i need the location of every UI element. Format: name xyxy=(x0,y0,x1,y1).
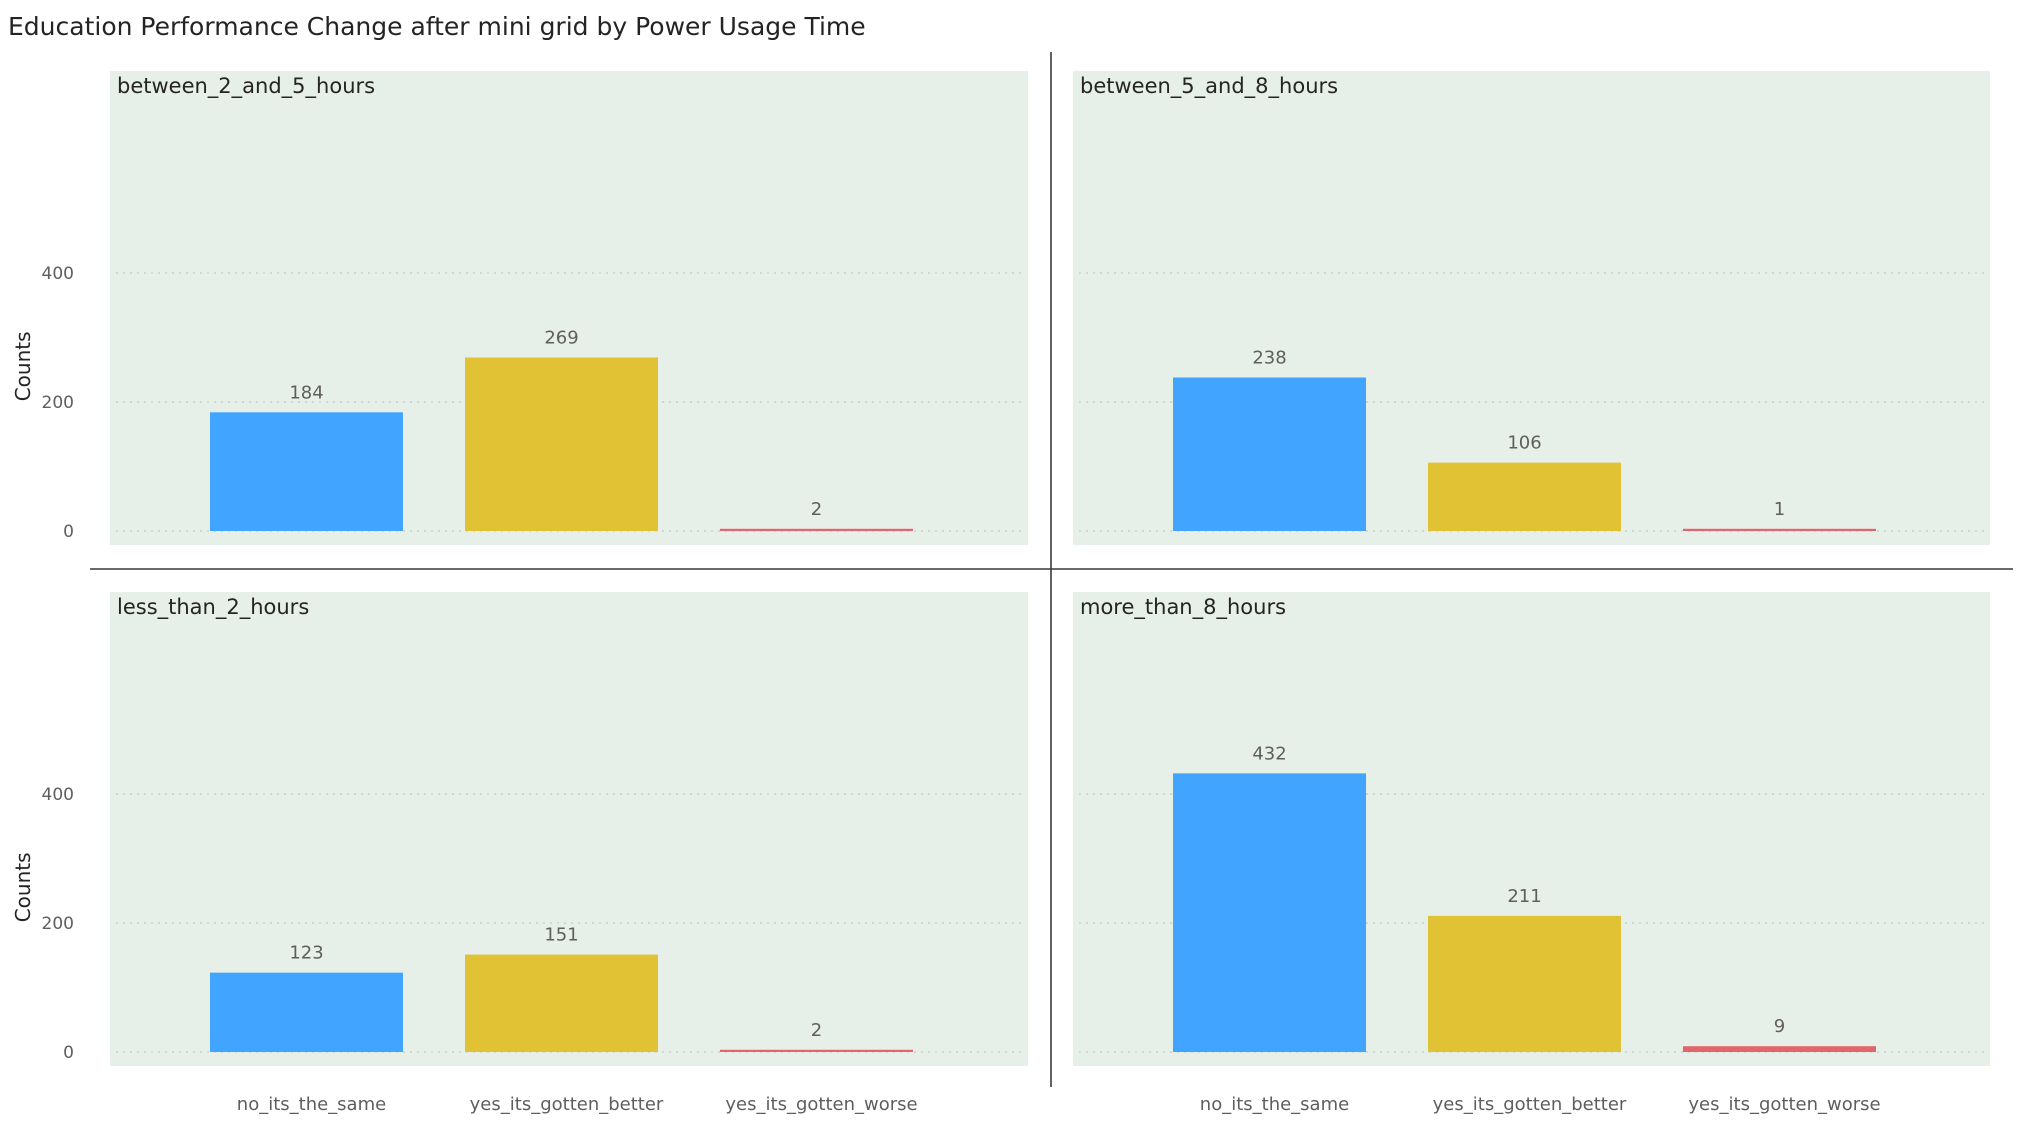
y-axis-label: Counts xyxy=(11,852,35,922)
data-label: 123 xyxy=(289,943,323,964)
bar-yes_its_gotten_better xyxy=(1428,915,1621,1052)
panel-label: more_than_8_hours xyxy=(1080,595,1286,620)
x-category-label: yes_its_gotten_worse xyxy=(1688,1094,1880,1115)
x-category-label: yes_its_gotten_better xyxy=(470,1094,664,1115)
x-category-label: no_its_the_same xyxy=(1200,1094,1349,1115)
y-tick-label: 0 xyxy=(63,522,74,542)
bar-yes_its_gotten_worse xyxy=(1683,1046,1876,1052)
panel-label: between_5_and_8_hours xyxy=(1080,74,1338,99)
data-label: 151 xyxy=(544,925,578,946)
panel-label: between_2_and_5_hours xyxy=(117,74,375,99)
data-label: 2 xyxy=(811,1020,822,1041)
x-category-label: yes_its_gotten_better xyxy=(1433,1094,1627,1115)
y-axis-label: Counts xyxy=(11,331,35,401)
bar-yes_its_gotten_better xyxy=(465,954,658,1052)
chart-title: Education Performance Change after mini … xyxy=(8,12,866,41)
y-tick-label: 200 xyxy=(42,393,74,413)
bar-no_its_the_same xyxy=(1173,377,1366,531)
data-label: 238 xyxy=(1252,347,1286,368)
data-label: 9 xyxy=(1774,1016,1785,1037)
bar-yes_its_gotten_worse xyxy=(1683,528,1876,531)
bar-no_its_the_same xyxy=(210,412,403,531)
data-label: 2 xyxy=(811,499,822,520)
bar-yes_its_gotten_worse xyxy=(720,1049,913,1052)
panel-less_than_2_hours: less_than_2_hours 123 151 2 xyxy=(110,592,1028,1066)
panel-between_5_and_8_hours: between_5_and_8_hours 238 106 1 xyxy=(1073,71,1990,545)
panel-more_than_8_hours: more_than_8_hours 432 211 9 xyxy=(1073,592,1990,1066)
bar-yes_its_gotten_worse xyxy=(720,528,913,531)
bar-no_its_the_same xyxy=(1173,773,1366,1052)
data-label: 184 xyxy=(289,382,323,403)
y-tick-label: 400 xyxy=(42,264,74,284)
data-label: 269 xyxy=(544,327,578,348)
panel-label: less_than_2_hours xyxy=(117,595,309,620)
x-category-label: yes_its_gotten_worse xyxy=(725,1094,917,1115)
bar-yes_its_gotten_better xyxy=(465,357,658,531)
bar-yes_its_gotten_better xyxy=(1428,462,1621,531)
data-label: 211 xyxy=(1507,886,1541,907)
data-label: 432 xyxy=(1252,743,1286,764)
bar-no_its_the_same xyxy=(210,972,403,1052)
y-tick-label: 200 xyxy=(42,914,74,934)
data-label: 1 xyxy=(1774,499,1785,520)
y-tick-label: 0 xyxy=(63,1043,74,1063)
data-label: 106 xyxy=(1507,433,1541,454)
y-tick-label: 400 xyxy=(42,785,74,805)
x-category-label: no_its_the_same xyxy=(237,1094,386,1115)
panel-between_2_and_5_hours: between_2_and_5_hours 184 269 2 xyxy=(110,71,1028,545)
